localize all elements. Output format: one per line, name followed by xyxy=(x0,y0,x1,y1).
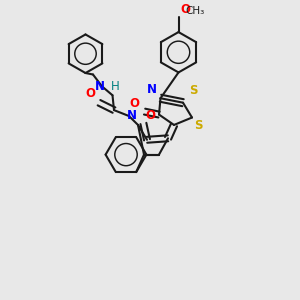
Text: N: N xyxy=(147,83,157,96)
Text: O: O xyxy=(129,97,139,110)
Text: N: N xyxy=(127,109,136,122)
Text: O: O xyxy=(85,87,95,100)
Text: O: O xyxy=(145,109,155,122)
Text: S: S xyxy=(189,84,197,98)
Text: O: O xyxy=(180,3,190,16)
Text: H: H xyxy=(111,80,120,94)
Text: S: S xyxy=(194,119,203,132)
Text: CH₃: CH₃ xyxy=(185,6,204,16)
Text: N: N xyxy=(95,80,105,93)
